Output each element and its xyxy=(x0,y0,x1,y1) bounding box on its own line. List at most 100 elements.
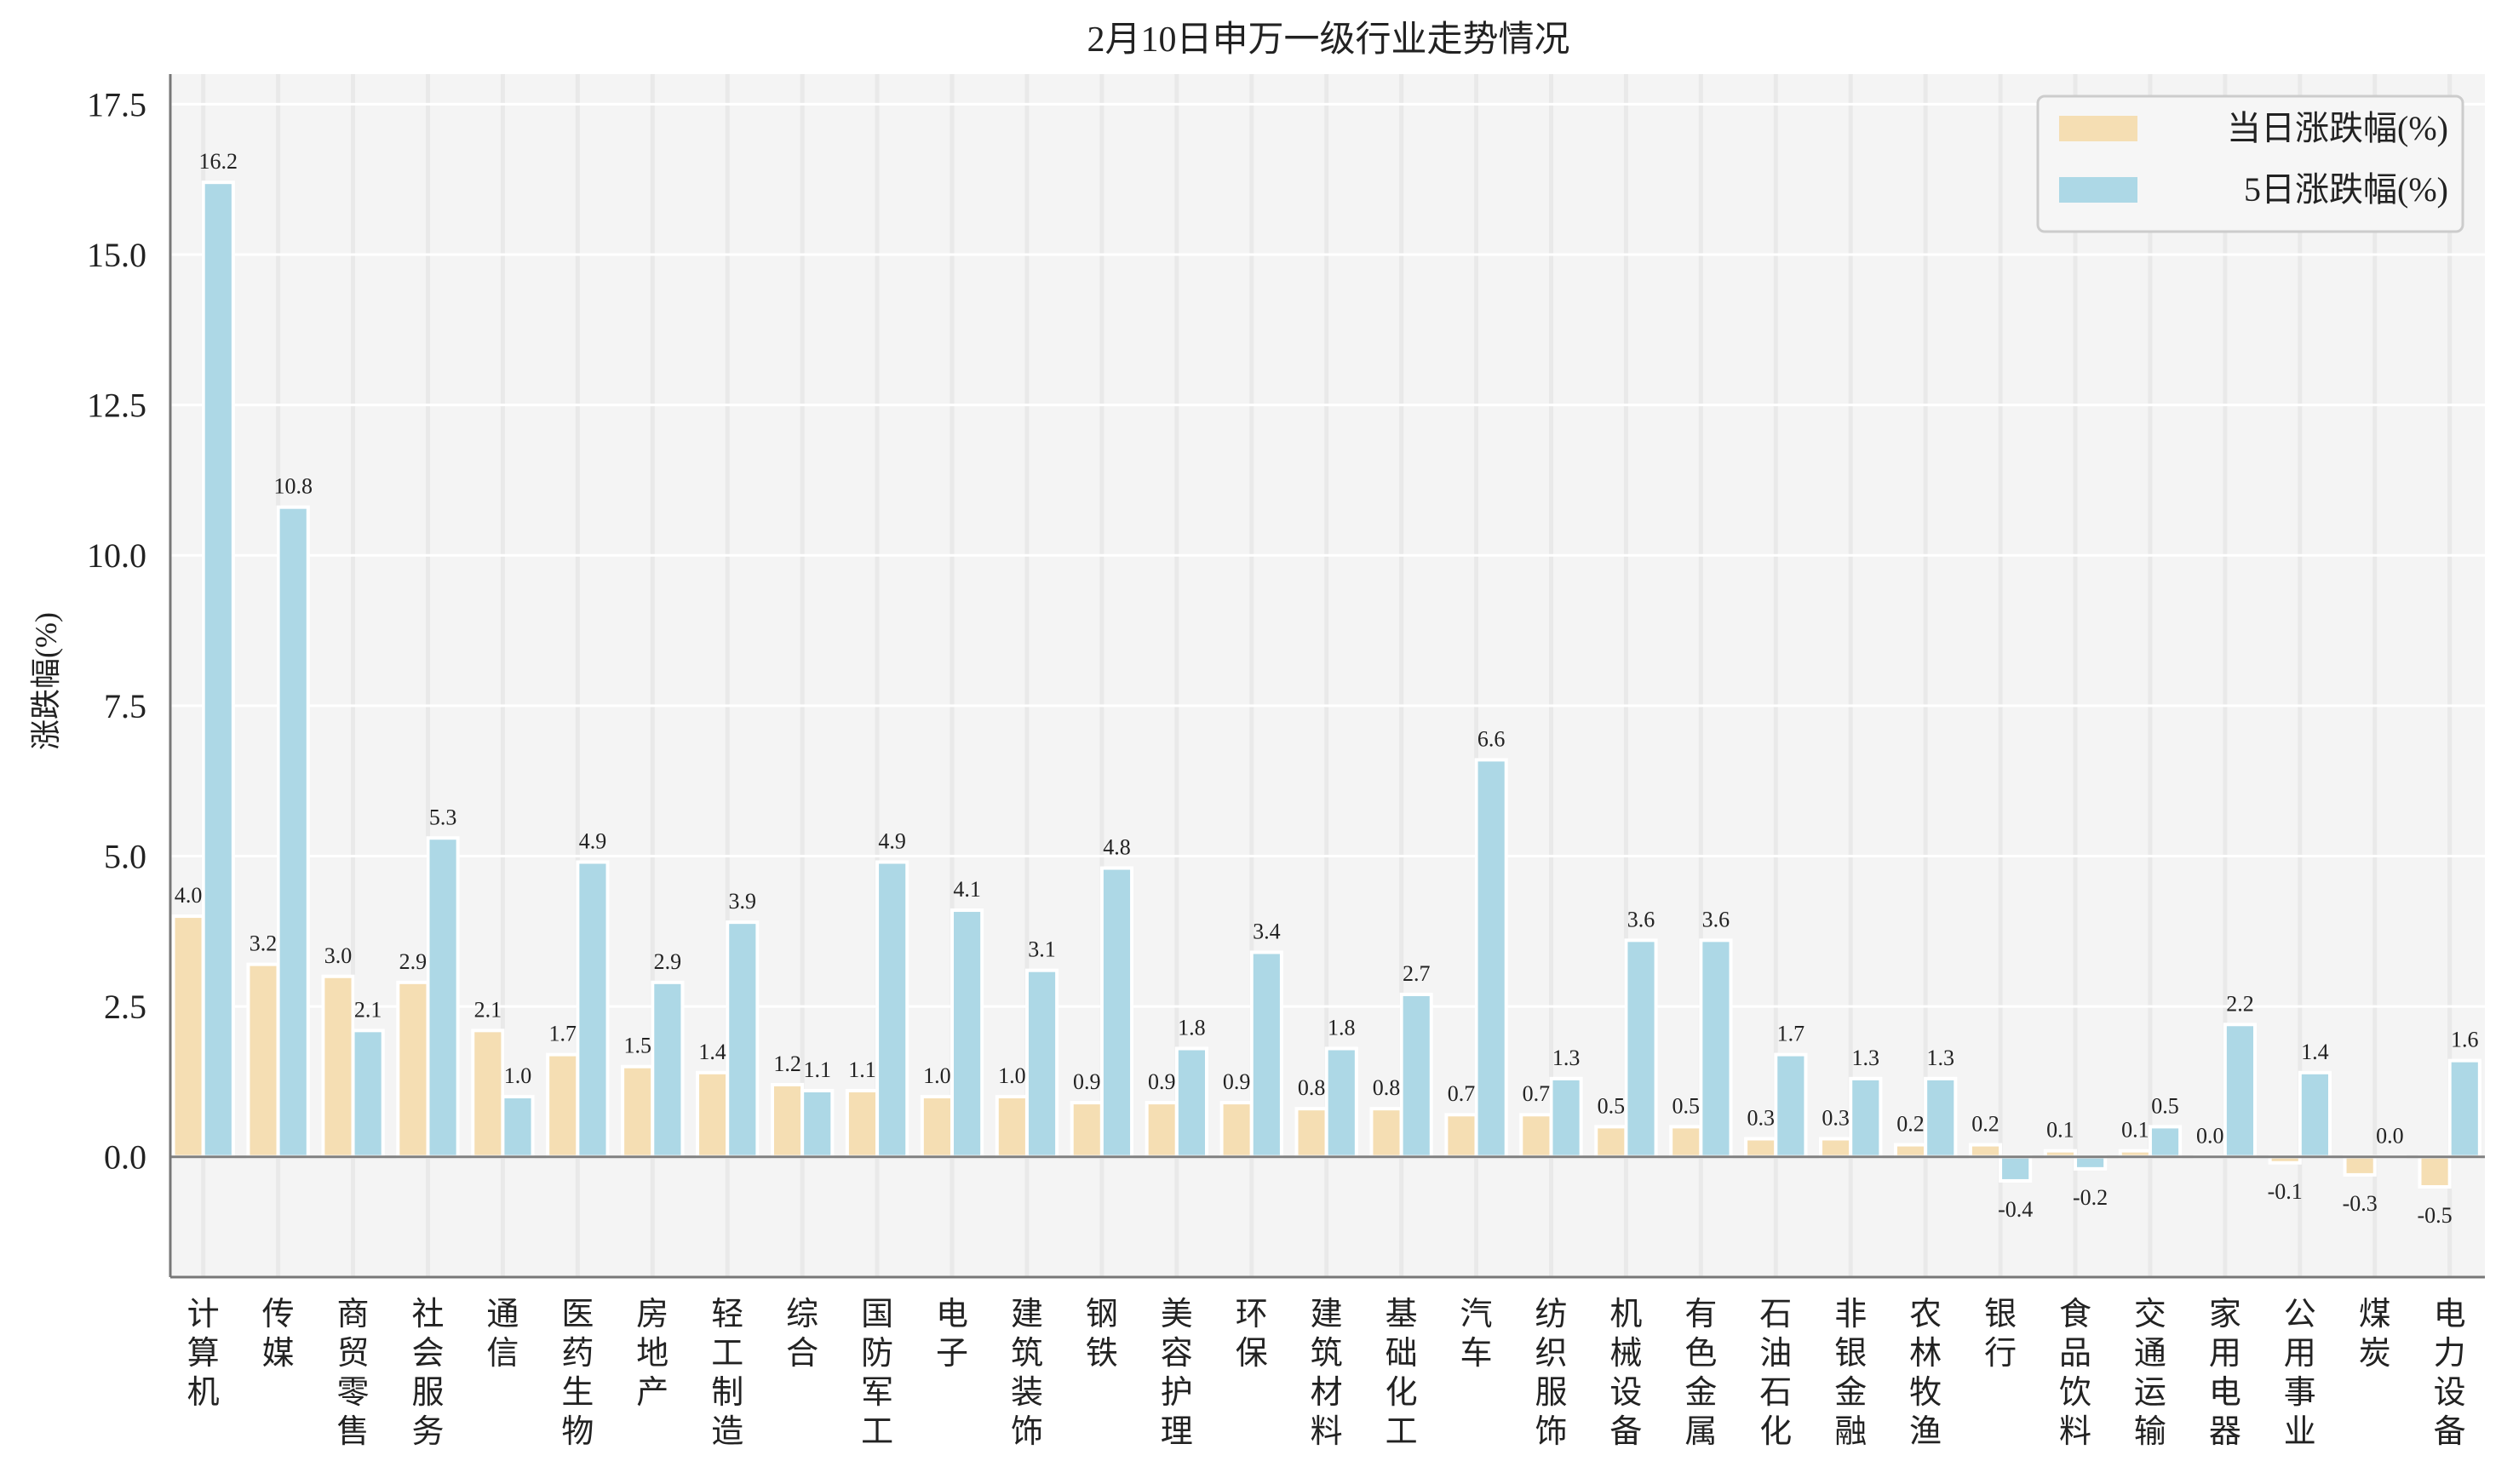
data-label: 1.0 xyxy=(998,1063,1026,1088)
bar-five-day xyxy=(2447,1058,2481,1159)
chart-title: 2月10日申万一级行业走势情况 xyxy=(1087,20,1569,60)
data-label: 10.8 xyxy=(273,474,313,499)
data-label: -0.5 xyxy=(2417,1203,2452,1228)
data-label: 0.0 xyxy=(2196,1124,2224,1149)
y-axis-label: 涨跌幅(%) xyxy=(29,612,63,750)
data-label: 1.7 xyxy=(1777,1022,1805,1046)
data-label: 0.7 xyxy=(1523,1081,1551,1106)
data-label: 1.0 xyxy=(504,1063,532,1088)
bar-five-day xyxy=(1849,1076,1883,1159)
data-label: 1.8 xyxy=(1328,1016,1356,1040)
data-label: 1.0 xyxy=(923,1063,951,1088)
data-label: 16.2 xyxy=(199,149,238,174)
y-tick-label: 5.0 xyxy=(104,837,146,875)
bar-five-day xyxy=(351,1028,385,1159)
x-tick-label: 环保 xyxy=(1236,1297,1268,1372)
x-tick-label: 石油石化 xyxy=(1759,1297,1792,1450)
bar-five-day xyxy=(2148,1125,2183,1159)
bar-five-day xyxy=(1774,1052,1808,1159)
data-label: 0.9 xyxy=(1148,1069,1176,1094)
bar-five-day xyxy=(1474,758,1508,1159)
y-tick-label: 2.5 xyxy=(104,988,146,1026)
data-label: 0.5 xyxy=(1672,1093,1701,1118)
data-label: 3.6 xyxy=(1627,907,1655,931)
data-label: 3.6 xyxy=(1702,907,1730,931)
bar-daily xyxy=(1444,1113,1478,1159)
data-label: -0.2 xyxy=(2073,1185,2108,1210)
bar-five-day xyxy=(1699,938,1733,1159)
bar-five-day xyxy=(1249,950,1283,1159)
data-label: 1.8 xyxy=(1178,1016,1206,1040)
data-label: 1.3 xyxy=(1852,1046,1880,1070)
data-label: 3.1 xyxy=(1028,937,1056,962)
bar-daily xyxy=(2343,1155,2377,1177)
legend-label: 当日涨跌幅(%) xyxy=(2227,109,2448,147)
y-tick-label: 12.5 xyxy=(87,387,146,425)
bar-five-day xyxy=(1174,1046,1208,1159)
x-tick-label: 公用事业 xyxy=(2284,1297,2316,1450)
data-label: 6.6 xyxy=(1477,726,1506,751)
legend-label: 5日涨跌幅(%) xyxy=(2244,170,2448,209)
bar-five-day xyxy=(1399,992,1433,1159)
data-label: 4.9 xyxy=(579,829,607,854)
y-tick-label: 17.5 xyxy=(87,85,146,123)
legend-swatch xyxy=(2059,177,2137,203)
bar-five-day xyxy=(651,980,685,1159)
data-label: 1.1 xyxy=(803,1057,831,1082)
bar-five-day xyxy=(2298,1070,2332,1159)
x-tick-label: 通信 xyxy=(486,1297,519,1372)
bar-five-day xyxy=(1924,1076,1958,1159)
bar-daily xyxy=(1219,1101,1254,1159)
legend-box xyxy=(2036,95,2464,233)
bar-daily xyxy=(845,1088,880,1159)
bar-five-day xyxy=(1024,968,1059,1159)
bar-daily xyxy=(1744,1137,1778,1159)
data-label: 1.7 xyxy=(549,1022,577,1046)
data-label: 1.4 xyxy=(698,1040,726,1064)
bar-five-day xyxy=(2223,1023,2258,1159)
data-label: 1.3 xyxy=(1926,1046,1954,1070)
y-tick-label: 7.5 xyxy=(104,687,146,725)
x-tick-label: 房地产 xyxy=(636,1297,668,1411)
data-label: -0.1 xyxy=(2268,1179,2303,1204)
x-tick-label: 基础化工 xyxy=(1386,1297,1418,1450)
data-label: 0.8 xyxy=(1373,1075,1401,1100)
y-tick-label: 10.0 xyxy=(87,536,146,575)
bar-daily xyxy=(1369,1107,1403,1159)
data-label: 4.0 xyxy=(175,883,203,908)
data-label: 4.9 xyxy=(878,829,906,854)
bar-daily xyxy=(1669,1125,1703,1159)
x-tick-label: 建筑材料 xyxy=(1311,1297,1343,1450)
data-label: 0.2 xyxy=(1896,1112,1925,1137)
bar-daily xyxy=(1819,1137,1853,1159)
legend: 当日涨跌幅(%) 5日涨跌幅(%) xyxy=(2036,95,2464,233)
x-tick-label: 有色金属 xyxy=(1684,1297,1717,1450)
bar-daily xyxy=(171,914,205,1159)
bar-daily xyxy=(770,1082,805,1159)
data-label: 0.0 xyxy=(2376,1124,2404,1149)
data-label: 0.5 xyxy=(1598,1093,1626,1118)
data-label: 2.9 xyxy=(399,949,427,974)
data-label: 1.5 xyxy=(623,1034,651,1058)
data-label: 0.9 xyxy=(1073,1069,1101,1094)
bar-daily xyxy=(995,1095,1029,1159)
x-tick-label: 社会服务 xyxy=(411,1297,444,1450)
data-label: 2.1 xyxy=(474,997,502,1022)
data-label: 1.4 xyxy=(2301,1040,2329,1064)
bar-five-day xyxy=(800,1088,835,1159)
x-tick-label: 电子 xyxy=(936,1297,968,1372)
x-tick-label: 国防军工 xyxy=(861,1297,893,1450)
bar-five-day xyxy=(2074,1155,2108,1171)
x-tick-label: 食品饮料 xyxy=(2059,1297,2091,1450)
bar-daily xyxy=(1294,1107,1328,1159)
bar-five-day xyxy=(426,836,460,1159)
data-label: 1.2 xyxy=(773,1051,801,1076)
x-tick-label: 轻工制造 xyxy=(711,1297,743,1450)
bar-five-day xyxy=(276,505,310,1159)
bar-daily xyxy=(2418,1155,2452,1189)
data-label: 5.3 xyxy=(429,805,457,829)
data-label: 3.0 xyxy=(324,943,353,968)
data-label: 0.1 xyxy=(2046,1118,2074,1143)
data-label: 4.1 xyxy=(953,877,981,902)
y-tick-label: 0.0 xyxy=(104,1138,146,1177)
